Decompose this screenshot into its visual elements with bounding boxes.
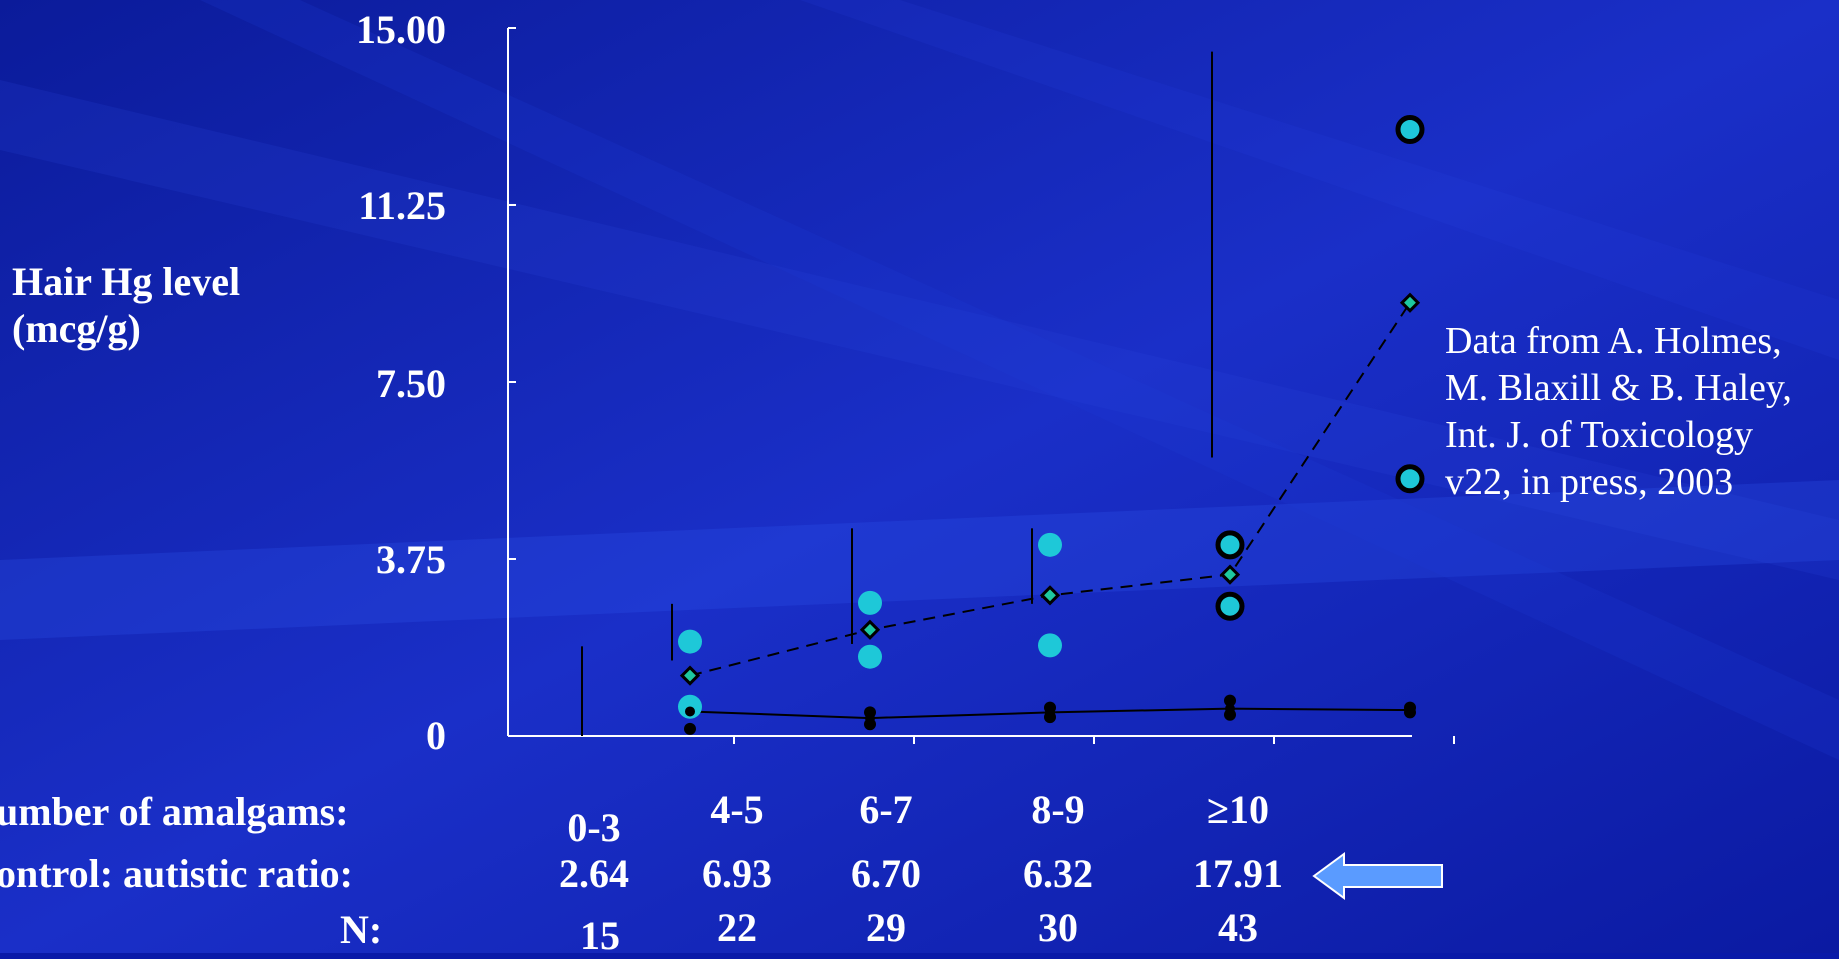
annotation-line: Int. J. of Toxicology bbox=[1445, 414, 1754, 456]
y-tick-label: 3.75 bbox=[376, 537, 446, 582]
y-tick-label: 15.00 bbox=[356, 7, 446, 52]
y-tick-marks bbox=[508, 27, 516, 737]
ratio-cell: 17.91 bbox=[1193, 851, 1283, 896]
series-marker-dot bbox=[685, 706, 695, 717]
ratio-cell: 6.93 bbox=[702, 851, 772, 896]
lower-point bbox=[1224, 694, 1236, 707]
n-cell: 22 bbox=[717, 905, 757, 950]
lower-point bbox=[684, 722, 696, 735]
n-cell: 30 bbox=[1038, 905, 1078, 950]
scatter-point bbox=[1215, 530, 1245, 560]
scatter-point bbox=[858, 590, 882, 615]
left-arrow-icon bbox=[1312, 852, 1443, 900]
annotation-line: M. Blaxill & B. Haley, bbox=[1445, 367, 1792, 409]
series-marker-diamond bbox=[1399, 292, 1421, 313]
series-marker-dot bbox=[1405, 705, 1415, 716]
series-marker-diamond bbox=[679, 665, 701, 686]
scatter-point bbox=[858, 644, 882, 669]
series-marker-diamond bbox=[1219, 564, 1241, 585]
n-row-label: N: bbox=[340, 907, 383, 952]
scatter-point bbox=[1038, 633, 1062, 658]
amalgams-cell: 0-3 bbox=[567, 805, 621, 850]
y-tick-label: 11.25 bbox=[358, 183, 446, 228]
y-axis-label-line2: (mcg/g) bbox=[12, 306, 141, 351]
scatter-point bbox=[1215, 591, 1245, 621]
series-line-1 bbox=[689, 302, 1411, 677]
y-tick-label: 7.50 bbox=[376, 361, 446, 406]
amalgams-cell: ≥10 bbox=[1207, 787, 1269, 832]
annotation-line: Data from A. Holmes, bbox=[1445, 320, 1782, 362]
series-marker-dot bbox=[1045, 707, 1055, 718]
scatter-point bbox=[1038, 532, 1062, 557]
scatter-point bbox=[678, 629, 702, 654]
annotation-line: v22, in press, 2003 bbox=[1445, 461, 1734, 503]
error-bars bbox=[581, 51, 1213, 736]
series-marker-dot bbox=[1225, 703, 1235, 714]
ratio-cell: 6.32 bbox=[1023, 851, 1093, 896]
scatter-point bbox=[1395, 464, 1425, 494]
y-axis-label: Hair Hg level (mcg/g) bbox=[12, 258, 240, 352]
n-cell: 15 bbox=[580, 913, 620, 958]
amalgams-cell: 6-7 bbox=[859, 787, 913, 832]
n-cell: 43 bbox=[1218, 905, 1258, 950]
data-points bbox=[678, 114, 1425, 735]
ratio-cell: 2.64 bbox=[559, 851, 629, 896]
series-marker-diamond bbox=[1039, 585, 1061, 606]
y-axis-label-line1: Hair Hg level bbox=[12, 259, 241, 304]
amalgams-cell: 8-9 bbox=[1031, 787, 1085, 832]
series-marker-dot bbox=[865, 713, 875, 724]
series-marker-diamond bbox=[859, 619, 881, 640]
amalgams-cell: 4-5 bbox=[710, 787, 764, 832]
n-cell: 29 bbox=[866, 905, 906, 950]
scatter-point bbox=[1395, 114, 1425, 144]
x-tick-marks bbox=[733, 736, 1455, 744]
ratio-cell: 6.70 bbox=[851, 851, 921, 896]
source-annotation: Data from A. Holmes, M. Blaxill & B. Hal… bbox=[1445, 318, 1792, 506]
amalgams-row-label: umber of amalgams: bbox=[0, 789, 349, 834]
ratio-row-label: ontrol: autistic ratio: bbox=[0, 851, 353, 896]
y-tick-label: 0 bbox=[426, 713, 446, 758]
